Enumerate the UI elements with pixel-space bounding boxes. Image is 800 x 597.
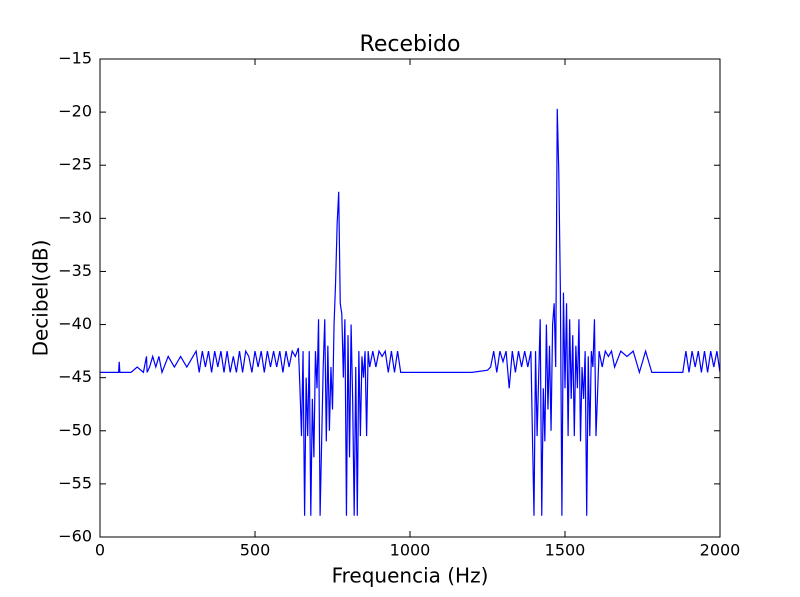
x-axis-label: Frequencia (Hz) xyxy=(332,564,489,588)
y-tick-label: −60 xyxy=(58,527,92,546)
x-tick-label: 1000 xyxy=(390,541,431,560)
plot-frame xyxy=(99,58,721,538)
y-tick-label: −40 xyxy=(58,314,92,333)
x-tick-label: 2000 xyxy=(700,541,741,560)
y-tick-label: −35 xyxy=(58,261,92,280)
y-tick-label: −45 xyxy=(58,367,92,386)
x-tick-label: 0 xyxy=(95,541,105,560)
y-axis-label: Decibel(dB) xyxy=(29,240,53,357)
y-tick-label: −50 xyxy=(58,420,92,439)
x-tick-label: 1500 xyxy=(545,541,586,560)
chart-title: Recebido xyxy=(360,32,461,57)
data-line xyxy=(100,108,721,516)
y-tick-label: −25 xyxy=(58,155,92,174)
y-tick-label: −30 xyxy=(58,208,92,227)
x-tick-label: 500 xyxy=(240,541,271,560)
y-tick-label: −55 xyxy=(58,473,92,492)
y-tick-label: −15 xyxy=(58,49,92,68)
y-tick-label: −20 xyxy=(58,102,92,121)
